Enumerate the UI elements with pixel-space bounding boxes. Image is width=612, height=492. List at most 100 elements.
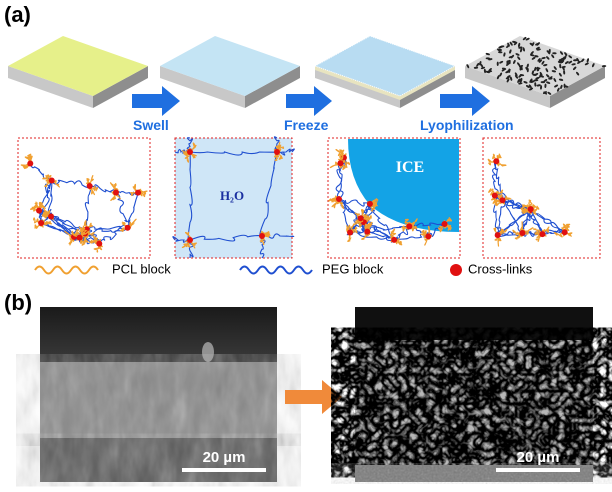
pore-texture bbox=[531, 70, 535, 75]
pore-texture bbox=[496, 48, 501, 52]
crosslink bbox=[491, 192, 498, 199]
pore-texture bbox=[576, 57, 580, 62]
legend-crosslink bbox=[450, 264, 462, 276]
pore-texture bbox=[541, 56, 546, 60]
pore-texture bbox=[519, 74, 525, 77]
pore-texture bbox=[517, 56, 521, 60]
pore-texture bbox=[503, 52, 506, 57]
crosslink bbox=[493, 158, 500, 165]
pore-texture bbox=[525, 37, 530, 41]
pore-texture bbox=[559, 63, 562, 69]
crosslink bbox=[347, 229, 354, 236]
pore-texture bbox=[532, 73, 537, 76]
pore-texture bbox=[525, 85, 530, 88]
pore-texture bbox=[526, 63, 529, 68]
step-label: Lyophilization bbox=[420, 117, 514, 133]
crosslink bbox=[527, 206, 534, 213]
pore-texture bbox=[496, 61, 499, 66]
pore-texture bbox=[534, 82, 537, 87]
pore-texture bbox=[539, 73, 542, 78]
scale-bar-label: 20 µm bbox=[517, 449, 560, 466]
pore-texture bbox=[509, 41, 513, 46]
slab-side bbox=[465, 66, 550, 108]
pore-texture bbox=[558, 78, 564, 81]
pore-texture bbox=[543, 79, 548, 83]
slab-side bbox=[160, 66, 245, 108]
pore-texture bbox=[518, 82, 523, 85]
pore-texture bbox=[487, 70, 493, 73]
sem-image bbox=[355, 307, 593, 482]
pore-texture bbox=[534, 55, 539, 58]
pore-texture bbox=[506, 75, 511, 79]
slab bbox=[313, 35, 457, 108]
arrow bbox=[286, 86, 332, 116]
peg-chain bbox=[519, 208, 531, 234]
crosslink bbox=[357, 215, 364, 222]
pore-texture bbox=[485, 52, 490, 56]
pore-texture bbox=[558, 72, 562, 77]
slab bbox=[160, 36, 300, 108]
scale-bar-label: 20 µm bbox=[203, 449, 246, 466]
peg-chain bbox=[501, 199, 531, 210]
peg-chain bbox=[50, 215, 75, 238]
crosslink bbox=[494, 232, 501, 239]
crosslink bbox=[124, 224, 131, 231]
peg-chain bbox=[189, 151, 278, 156]
pore-texture bbox=[553, 78, 557, 83]
slab-top bbox=[8, 36, 148, 96]
pore-texture bbox=[531, 42, 535, 47]
legend-label: PCL block bbox=[112, 261, 171, 276]
slab bbox=[465, 36, 607, 108]
pore-texture bbox=[480, 63, 484, 68]
pore-texture bbox=[546, 56, 550, 60]
pore-texture bbox=[515, 53, 520, 56]
pore-texture bbox=[557, 61, 563, 64]
pore-texture bbox=[540, 85, 543, 90]
crosslink bbox=[112, 189, 119, 196]
water-label: H₂O bbox=[220, 188, 244, 203]
slab-side bbox=[8, 66, 93, 108]
crosslink bbox=[187, 237, 193, 243]
pore-texture bbox=[545, 68, 549, 73]
pore-texture bbox=[514, 74, 519, 79]
pore-texture bbox=[544, 83, 547, 89]
pore-texture bbox=[518, 42, 521, 48]
pore-texture bbox=[563, 70, 566, 75]
legend-label: Cross-links bbox=[468, 261, 533, 276]
pore-texture bbox=[577, 60, 581, 64]
peg-chain bbox=[338, 198, 371, 207]
pore bbox=[486, 139, 599, 232]
pore-texture bbox=[517, 62, 521, 67]
pore-texture bbox=[564, 61, 569, 65]
peg-chain bbox=[29, 163, 53, 183]
pore-texture bbox=[564, 55, 567, 60]
pore-texture bbox=[499, 72, 503, 77]
pore-texture bbox=[485, 57, 491, 60]
pore-texture bbox=[536, 84, 541, 87]
crosslink bbox=[96, 240, 103, 247]
pore-texture bbox=[576, 71, 580, 76]
pore-texture bbox=[551, 70, 557, 73]
arrow bbox=[285, 380, 342, 414]
pore-texture bbox=[506, 44, 510, 48]
step-label: Swell bbox=[133, 117, 169, 133]
pore-texture bbox=[529, 87, 534, 91]
crosslink bbox=[259, 233, 265, 239]
pore-texture bbox=[501, 67, 507, 70]
pore-texture bbox=[533, 79, 539, 82]
pore-texture bbox=[564, 52, 568, 56]
pore-texture bbox=[538, 59, 543, 63]
peg-chain bbox=[335, 162, 343, 200]
pore-texture bbox=[499, 60, 504, 64]
crosslink bbox=[391, 236, 398, 243]
pore-texture bbox=[520, 48, 523, 53]
peg-chain bbox=[189, 234, 263, 242]
pore-texture bbox=[518, 46, 523, 49]
pore-texture bbox=[581, 58, 585, 63]
pore-texture bbox=[541, 60, 545, 65]
slab-side bbox=[550, 66, 605, 108]
crosslink bbox=[38, 220, 45, 227]
arrow bbox=[132, 86, 180, 116]
pore-texture bbox=[586, 58, 590, 63]
